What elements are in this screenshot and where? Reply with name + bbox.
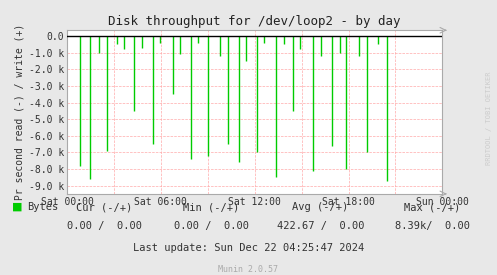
Text: 422.67 /  0.00: 422.67 / 0.00 — [277, 221, 364, 231]
Text: Avg (-/+): Avg (-/+) — [292, 202, 349, 212]
Text: 8.39k/  0.00: 8.39k/ 0.00 — [395, 221, 470, 231]
Text: Cur (-/+): Cur (-/+) — [76, 202, 133, 212]
Text: Min (-/+): Min (-/+) — [183, 202, 240, 212]
Title: Disk throughput for /dev/loop2 - by day: Disk throughput for /dev/loop2 - by day — [108, 15, 401, 28]
Y-axis label: Pr second read (-) / write (+): Pr second read (-) / write (+) — [15, 24, 25, 200]
Text: Max (-/+): Max (-/+) — [404, 202, 461, 212]
Text: RRDTOOL / TOBI OETIKER: RRDTOOL / TOBI OETIKER — [486, 72, 492, 165]
Text: 0.00 /  0.00: 0.00 / 0.00 — [67, 221, 142, 231]
Text: Bytes: Bytes — [27, 202, 59, 212]
Text: 0.00 /  0.00: 0.00 / 0.00 — [174, 221, 248, 231]
Text: Munin 2.0.57: Munin 2.0.57 — [219, 265, 278, 274]
Text: Last update: Sun Dec 22 04:25:47 2024: Last update: Sun Dec 22 04:25:47 2024 — [133, 243, 364, 253]
Text: ■: ■ — [12, 202, 23, 212]
